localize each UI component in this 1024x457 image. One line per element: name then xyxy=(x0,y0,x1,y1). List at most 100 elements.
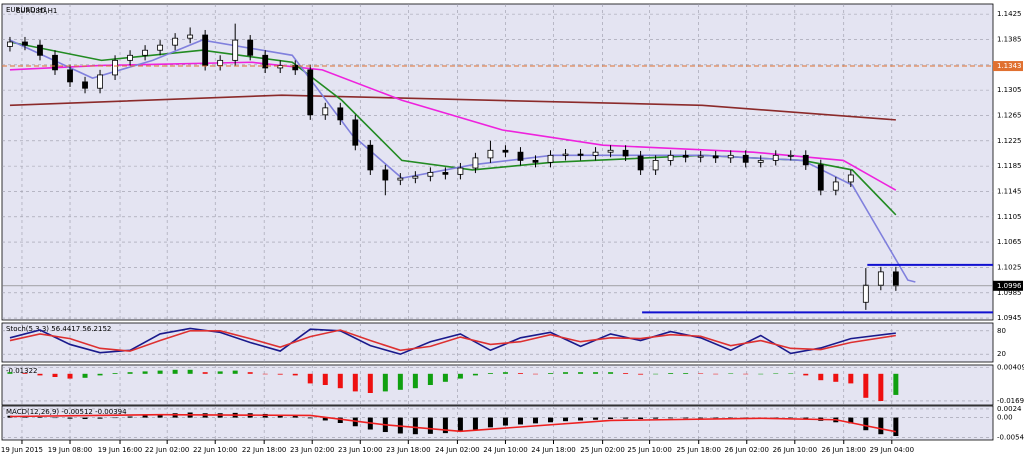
candle-body xyxy=(127,54,133,61)
x-tick-label: 24 Jun 02:00 xyxy=(435,446,479,454)
histogram-bar xyxy=(352,417,358,427)
panel-background xyxy=(1,405,994,441)
histogram-bar xyxy=(262,373,268,375)
histogram-bar xyxy=(112,417,118,419)
histogram-bar xyxy=(578,372,584,374)
candle-body xyxy=(397,177,404,181)
histogram-bar xyxy=(307,417,313,419)
histogram-bar xyxy=(743,373,749,375)
histogram-bar xyxy=(713,373,719,375)
histogram-bar xyxy=(97,417,103,419)
candle-body xyxy=(442,172,449,175)
candle-body xyxy=(517,151,524,161)
chart-title: EURUSD,H1 xyxy=(16,7,57,15)
panel-title: MACD(12,26,9) -0.00512 -0.00394 xyxy=(6,408,127,416)
histogram-bar xyxy=(668,373,674,374)
y-tick-label: 1.1385 xyxy=(997,35,1022,43)
y-tick-label: 1.1225 xyxy=(997,137,1022,145)
panel-background xyxy=(1,322,994,363)
histogram-bar xyxy=(172,369,178,374)
histogram-bar xyxy=(517,417,523,425)
histogram-bar xyxy=(878,417,884,435)
histogram-bar xyxy=(22,373,28,374)
oscillator-line xyxy=(9,327,896,356)
x-tick-label: 19 Jun 2015 xyxy=(1,446,43,454)
histogram-bar xyxy=(773,373,779,374)
candle-body xyxy=(7,41,13,47)
candle-body xyxy=(697,155,704,158)
moving-average xyxy=(9,61,897,191)
candle-body xyxy=(307,69,314,116)
candle-body xyxy=(427,172,434,177)
x-tick-label: 19 Jun 08:00 xyxy=(48,446,92,454)
histogram-bar xyxy=(7,415,13,418)
candle-body xyxy=(607,149,614,153)
candle-body xyxy=(412,175,419,179)
histogram-bar xyxy=(292,415,298,418)
histogram-bar xyxy=(442,417,448,434)
histogram-bar xyxy=(728,417,734,419)
candle-body xyxy=(232,39,239,61)
histogram-bar xyxy=(427,417,433,434)
candle-body xyxy=(712,155,719,159)
histogram-bar xyxy=(593,417,599,420)
histogram-bar xyxy=(623,417,629,419)
y-tick-label: 1.1265 xyxy=(997,111,1022,119)
candle-body xyxy=(487,149,494,159)
candle-body xyxy=(817,164,824,191)
histogram-bar xyxy=(217,371,223,374)
histogram-bar xyxy=(683,373,689,374)
candle-body xyxy=(172,37,179,46)
histogram-bar xyxy=(127,416,133,418)
y-tick-label: 1.1305 xyxy=(997,86,1022,94)
signal-line xyxy=(9,413,897,433)
histogram-bar xyxy=(7,372,13,374)
histogram-bar xyxy=(487,373,493,374)
candle-body xyxy=(367,144,374,171)
histogram-bar xyxy=(608,372,614,374)
histogram-bar xyxy=(863,373,869,398)
histogram-bar xyxy=(397,373,403,390)
candle-body xyxy=(37,44,43,56)
histogram-bar xyxy=(578,417,584,421)
candle-body xyxy=(772,154,779,161)
candle-body xyxy=(322,107,329,116)
histogram-bar xyxy=(427,373,433,385)
candle-body xyxy=(277,65,284,69)
histogram-bar xyxy=(563,417,569,422)
y-tick-label: 1.0985 xyxy=(997,289,1022,297)
price-tag-label: 1.1343 xyxy=(997,62,1022,70)
histogram-bar xyxy=(37,416,43,418)
histogram-bar xyxy=(863,417,869,431)
histogram-bar xyxy=(457,417,463,432)
x-tick-label: 24 Jun 10:00 xyxy=(483,446,527,454)
histogram-bar xyxy=(157,414,163,418)
y-tick-label: 0.00409 xyxy=(997,363,1024,371)
y-tick-label: 1.1065 xyxy=(997,238,1022,246)
panel-background xyxy=(1,364,994,406)
histogram-bar xyxy=(638,373,644,375)
histogram-bar xyxy=(67,373,73,379)
y-tick-label: 0.0024 xyxy=(997,405,1022,413)
histogram-bar xyxy=(82,373,88,378)
histogram-bar xyxy=(893,417,899,437)
candle-body xyxy=(292,65,299,71)
histogram-bar xyxy=(653,417,659,419)
panel-title: EURUSD,H1 xyxy=(6,6,47,14)
histogram-bar xyxy=(37,373,43,376)
histogram-bar xyxy=(112,373,118,374)
y-tick-label: -0.00548 xyxy=(997,433,1024,441)
histogram-bar xyxy=(728,373,734,374)
x-tick-label: 29 Jun 04:00 xyxy=(870,446,914,454)
candle-body xyxy=(112,59,118,76)
histogram-bar xyxy=(788,417,794,419)
x-tick-label: 24 Jun 18:00 xyxy=(531,446,575,454)
histogram-bar xyxy=(52,417,58,419)
y-tick-label: 1.1145 xyxy=(997,187,1022,195)
histogram-bar xyxy=(457,373,463,379)
histogram-bar xyxy=(788,373,794,374)
histogram-bar xyxy=(848,417,854,424)
y-tick-label: 20 xyxy=(997,350,1006,358)
x-tick-label: 23 Jun 02:00 xyxy=(290,446,334,454)
